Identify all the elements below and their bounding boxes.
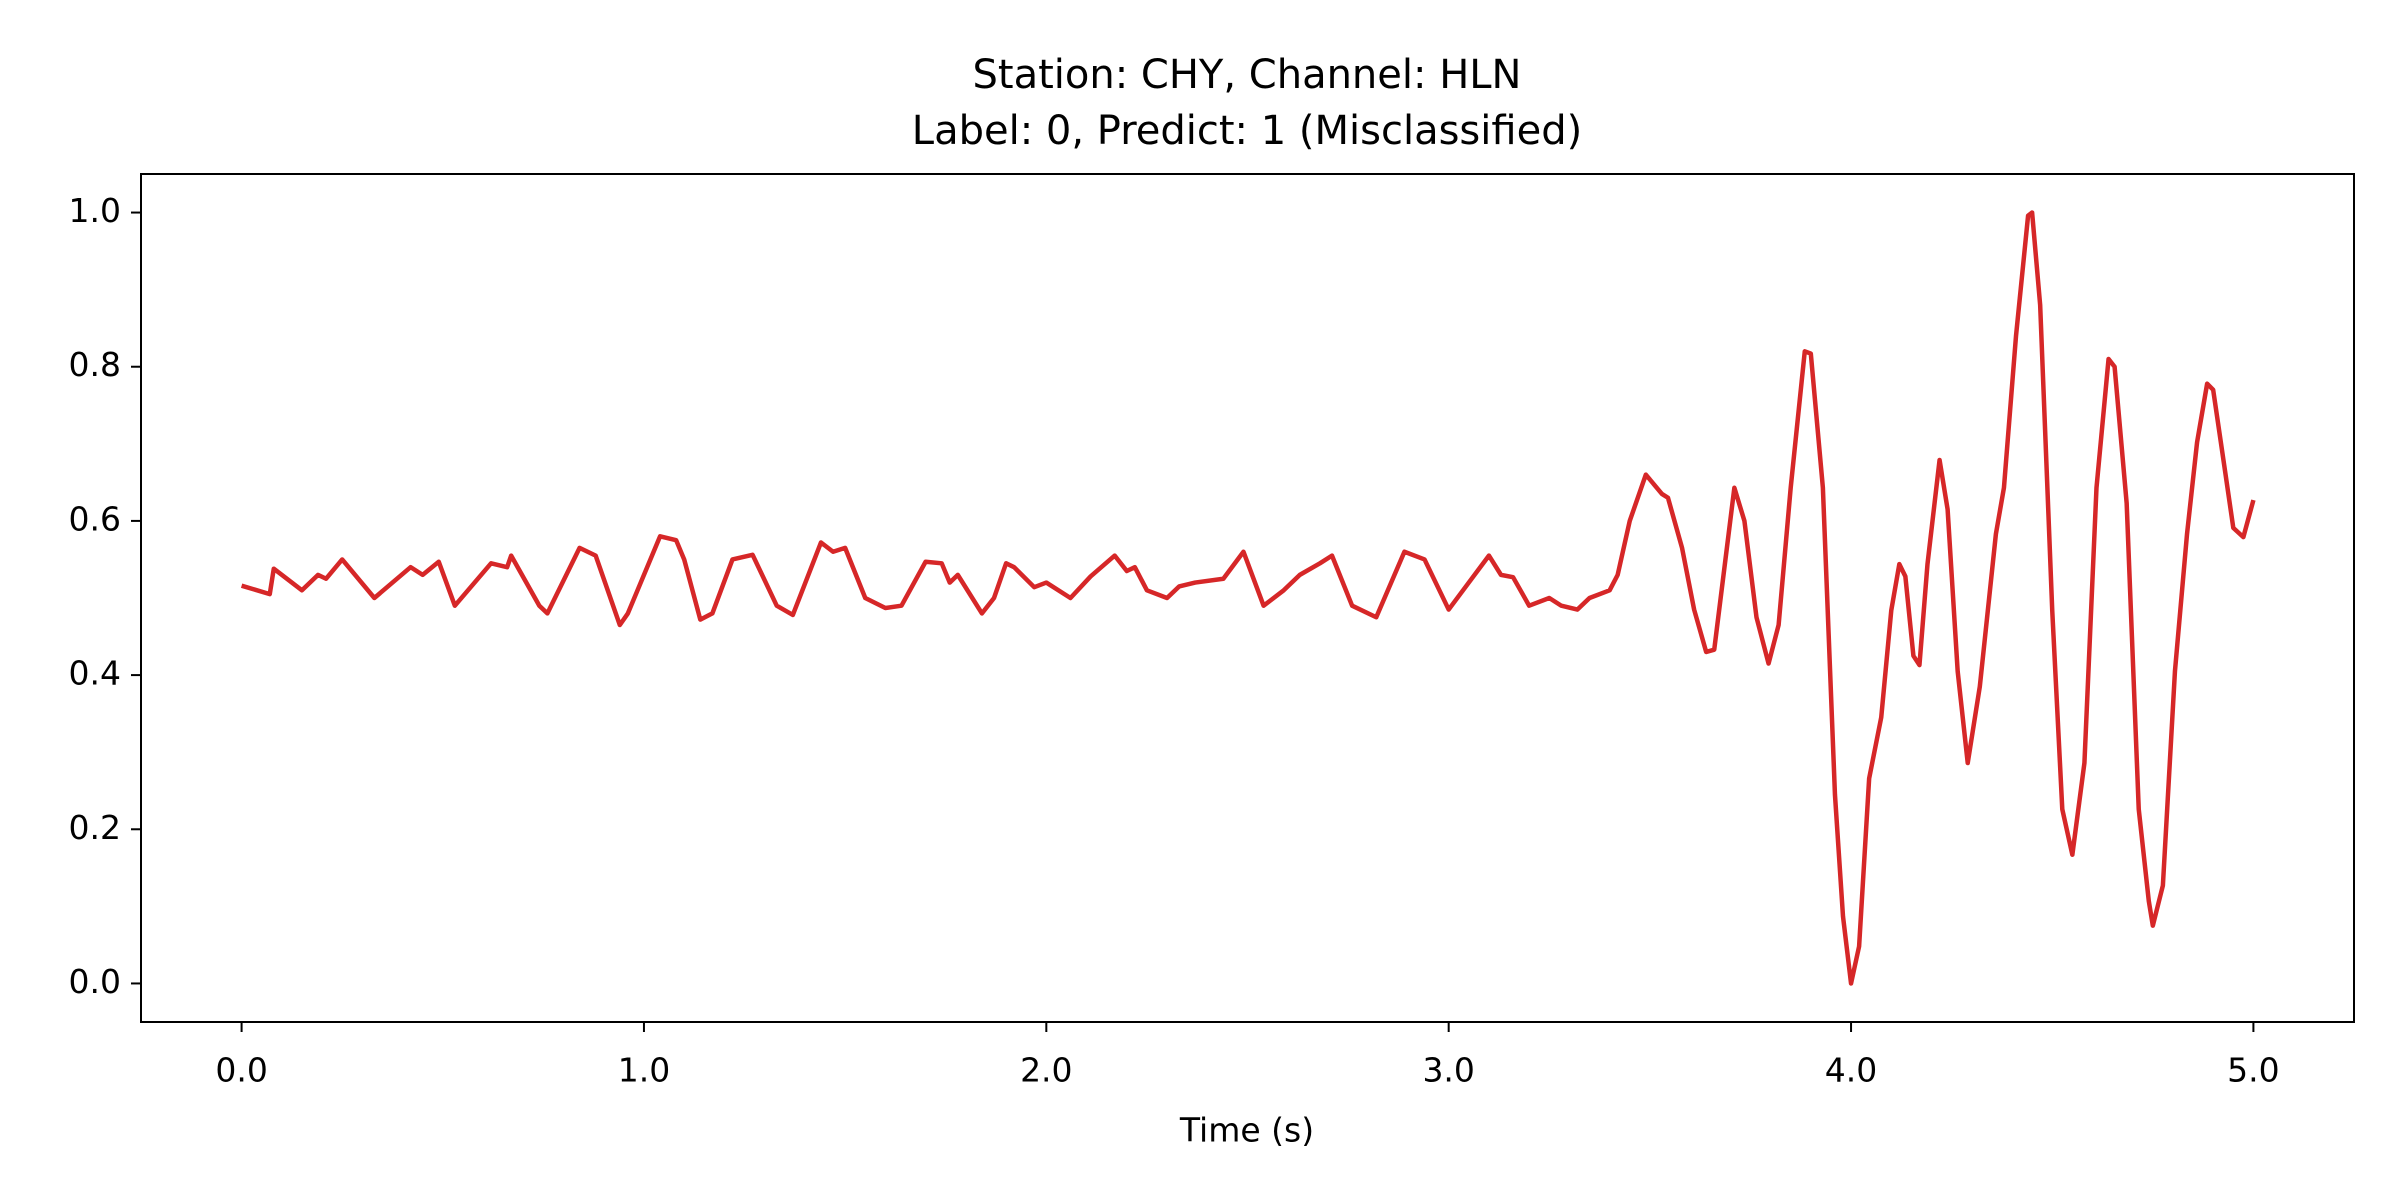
x-tick-label: 3.0 bbox=[1422, 1051, 1474, 1090]
y-tick-label: 0.6 bbox=[69, 499, 121, 538]
x-tick-label: 1.0 bbox=[618, 1051, 670, 1090]
x-axis-label: Time (s) bbox=[1179, 1111, 1314, 1150]
y-tick-label: 0.4 bbox=[69, 654, 121, 693]
y-tick-label: 0.2 bbox=[69, 808, 121, 847]
y-tick-label: 0.0 bbox=[69, 962, 121, 1001]
y-tick-label: 1.0 bbox=[69, 191, 121, 230]
y-tick-label: 0.8 bbox=[69, 345, 121, 384]
x-tick-label: 0.0 bbox=[215, 1051, 267, 1090]
chart-title: Station: CHY, Channel: HLN bbox=[973, 52, 1522, 98]
plot-frame bbox=[140, 173, 2355, 1023]
x-tick-label: 4.0 bbox=[1825, 1051, 1877, 1090]
x-tick-label: 5.0 bbox=[2227, 1051, 2279, 1090]
x-tick-label: 2.0 bbox=[1020, 1051, 1072, 1090]
signal-line bbox=[240, 210, 2256, 986]
chart-subtitle: Label: 0, Predict: 1 (Misclassified) bbox=[912, 108, 1582, 154]
